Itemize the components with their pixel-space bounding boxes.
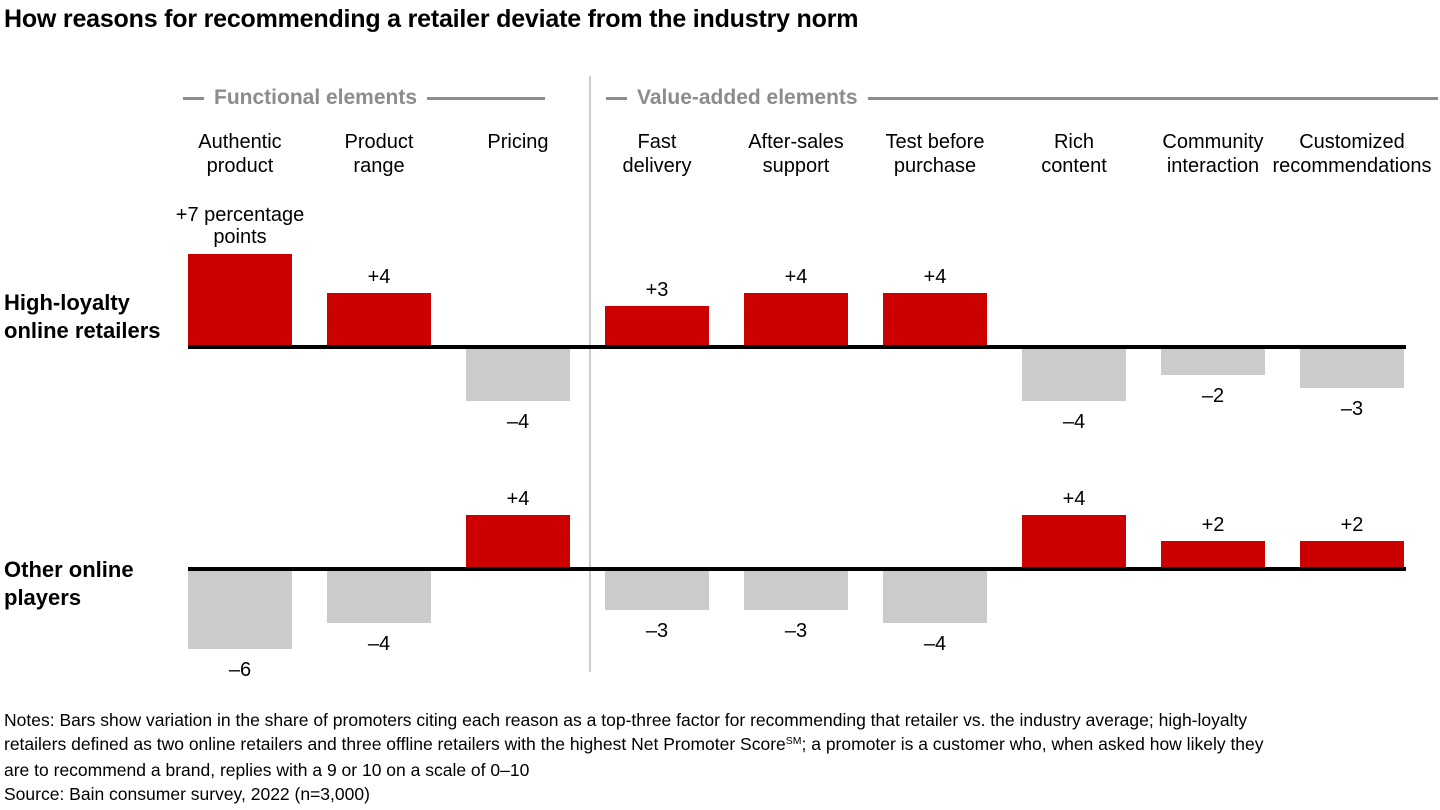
- column-header-line: recommendations: [1272, 155, 1432, 177]
- group-header-label: Value-added elements: [637, 86, 858, 109]
- bar-value-label-high-loyalty-online-retailers-fast-delivery: +3: [645, 279, 669, 301]
- column-header-test-before-purchase: Test before purchase: [850, 130, 1020, 178]
- column-header-line: Customized: [1299, 131, 1405, 153]
- baseline-high-loyalty-online-retailers: [188, 345, 1406, 349]
- column-header-line: Product: [344, 131, 414, 153]
- source-line: Source: Bain consumer survey, 2022 (n=3,…: [4, 783, 370, 804]
- column-header-pricing: Pricing: [433, 130, 603, 154]
- bar-high-loyalty-online-retailers-customized-recommendations: [1300, 349, 1404, 388]
- column-header-rich-content: Rich content: [989, 130, 1159, 178]
- row-label-line: online retailers: [4, 318, 161, 343]
- column-header-line: Pricing: [487, 131, 549, 153]
- bar-other-online-players-authentic-product: [188, 571, 292, 649]
- bar-value-label-other-online-players-fast-delivery: –3: [645, 620, 669, 642]
- section-divider-line: [589, 76, 591, 672]
- bar-value-label-high-loyalty-online-retailers-after-sales-support: +4: [784, 266, 808, 288]
- column-header-line: range: [353, 155, 405, 177]
- bar-high-loyalty-online-retailers-authentic-product: [188, 254, 292, 345]
- column-header-after-sales-support: After-sales support: [711, 130, 881, 178]
- column-header-line: After-sales: [748, 131, 844, 153]
- column-header-customized-recommendations: Customized recommendations: [1267, 130, 1437, 178]
- bar-high-loyalty-online-retailers-rich-content: [1022, 349, 1126, 401]
- bar-value-label-other-online-players-authentic-product: –6: [228, 659, 252, 681]
- bar-high-loyalty-online-retailers-after-sales-support: [744, 293, 848, 345]
- value-added-elements-group-header: Value-added elements: [606, 86, 1438, 109]
- bar-other-online-players-pricing: [466, 515, 570, 567]
- column-header-community-interaction: Community interaction: [1128, 130, 1298, 178]
- bar-other-online-players-after-sales-support: [744, 571, 848, 610]
- notes-line-3: are to recommend a brand, replies with a…: [4, 760, 530, 780]
- bar-value-label-high-loyalty-online-retailers-rich-content: –4: [1062, 411, 1086, 433]
- group-header-rule: [867, 96, 1438, 100]
- bar-value-label-other-online-players-after-sales-support: –3: [784, 620, 808, 642]
- bar-other-online-players-customized-recommendations: [1300, 541, 1404, 567]
- group-header-dash: [606, 96, 627, 100]
- column-header-line: content: [1041, 155, 1107, 177]
- bar-high-loyalty-online-retailers-pricing: [466, 349, 570, 401]
- bar-value-label-other-online-players-pricing: +4: [506, 488, 530, 510]
- column-header-fast-delivery: Fast delivery: [572, 130, 742, 178]
- column-header-line: Rich: [1053, 131, 1094, 153]
- bar-other-online-players-fast-delivery: [605, 571, 709, 610]
- bar-high-loyalty-online-retailers-fast-delivery: [605, 306, 709, 345]
- bar-value-label-high-loyalty-online-retailers-test-before-purchase: +4: [923, 266, 947, 288]
- page-title: How reasons for recommending a retailer …: [4, 5, 859, 33]
- service-mark-superscript: SM: [785, 734, 802, 747]
- bar-value-label-other-online-players-community-interaction: +2: [1201, 514, 1225, 536]
- bar-value-label-high-loyalty-online-retailers-community-interaction: –2: [1201, 385, 1225, 407]
- column-header-authentic-product: Authentic product: [155, 130, 325, 178]
- group-header-rule: [427, 96, 545, 100]
- bar-high-loyalty-online-retailers-test-before-purchase: [883, 293, 987, 345]
- column-header-line: support: [762, 155, 830, 177]
- row-label-other-online-players: Other online players: [4, 556, 134, 612]
- column-header-line: interaction: [1166, 155, 1260, 177]
- group-header-label: Functional elements: [214, 86, 418, 109]
- column-header-line: Fast: [637, 131, 677, 153]
- bar-value-label-high-loyalty-online-retailers-product-range: +4: [367, 266, 391, 288]
- row-label-high-loyalty-online-retailers: High-loyalty online retailers: [4, 289, 161, 345]
- bar-high-loyalty-online-retailers-product-range: [327, 293, 431, 345]
- column-header-line: delivery: [622, 155, 692, 177]
- baseline-other-online-players: [188, 567, 1406, 571]
- bar-value-label-other-online-players-test-before-purchase: –4: [923, 633, 947, 655]
- footnotes: Notes: Bars show variation in the share …: [4, 709, 1264, 806]
- notes-line-1: Notes: Bars show variation in the share …: [4, 710, 1248, 730]
- column-header-line: product: [206, 155, 274, 177]
- column-header-line: purchase: [893, 155, 977, 177]
- group-header-dash: [183, 96, 204, 100]
- column-header-product-range: Product range: [294, 130, 464, 178]
- bar-value-label-other-online-players-customized-recommendations: +2: [1340, 514, 1364, 536]
- column-header-line: Community: [1162, 131, 1264, 153]
- bar-value-label-high-loyalty-online-retailers-pricing: –4: [506, 411, 530, 433]
- bar-other-online-players-rich-content: [1022, 515, 1126, 567]
- column-header-line: Authentic: [198, 131, 282, 153]
- bar-value-label-high-loyalty-online-retailers-authentic-product: +7 percentage points: [175, 204, 305, 248]
- functional-elements-group-header: Functional elements: [183, 86, 545, 109]
- bar-high-loyalty-online-retailers-community-interaction: [1161, 349, 1265, 375]
- notes-line-2: retailers defined as two online retailer…: [4, 733, 1264, 754]
- row-label-line: Other online: [4, 557, 134, 582]
- bar-value-label-other-online-players-rich-content: +4: [1062, 488, 1086, 510]
- bar-other-online-players-test-before-purchase: [883, 571, 987, 623]
- row-label-line: High-loyalty: [4, 290, 130, 315]
- bar-other-online-players-community-interaction: [1161, 541, 1265, 567]
- bar-other-online-players-product-range: [327, 571, 431, 623]
- row-label-line: players: [4, 585, 82, 610]
- bar-value-label-high-loyalty-online-retailers-customized-recommendations: –3: [1340, 398, 1364, 420]
- bar-value-label-other-online-players-product-range: –4: [367, 633, 391, 655]
- column-header-line: Test before: [885, 131, 985, 153]
